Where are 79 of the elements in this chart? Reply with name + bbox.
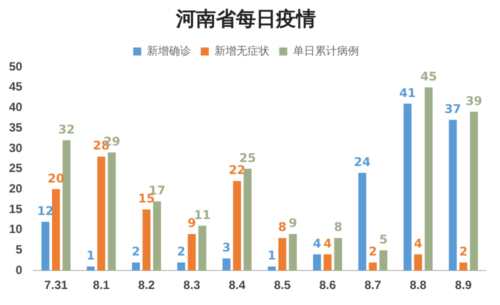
x-tick-label: 8.2 [138, 278, 156, 292]
y-tick-label: 10 [8, 222, 23, 236]
x-tick-label: 8.4 [228, 278, 246, 292]
y-tick-label: 40 [8, 100, 23, 114]
data-label: 4 [414, 236, 422, 250]
bar [177, 262, 186, 271]
bar [222, 258, 230, 271]
bar [233, 181, 241, 271]
data-label: 2 [459, 244, 468, 259]
data-label: 9 [188, 216, 196, 230]
bar [188, 234, 196, 271]
x-tick-label: 8.7 [364, 278, 382, 292]
data-label: 45 [420, 69, 438, 84]
y-tick-label: 30 [8, 140, 23, 155]
data-label: 1 [268, 248, 276, 263]
x-tick-label: 8.5 [274, 278, 291, 292]
data-label: 3 [222, 240, 231, 255]
bar [313, 254, 321, 271]
data-label: 22 [228, 163, 246, 178]
chart-title: 河南省每日疫情 [175, 8, 316, 31]
data-label: 11 [194, 208, 211, 222]
bar [379, 250, 388, 271]
data-label: 2 [368, 244, 378, 259]
data-label: 4 [323, 236, 332, 250]
bar [358, 172, 366, 271]
bar [153, 201, 162, 271]
y-tick-label: 20 [8, 181, 23, 196]
bar [62, 140, 71, 271]
legend-label: 单日累计病例 [292, 44, 359, 58]
y-tick-label: 35 [8, 120, 23, 134]
data-label: 24 [354, 154, 371, 169]
bar [97, 156, 106, 271]
y-tick-label: 45 [8, 80, 23, 94]
x-tick-label: 8.1 [92, 278, 110, 292]
bar [268, 266, 276, 271]
data-label: 8 [278, 220, 286, 234]
y-tick-label: 50 [8, 59, 23, 74]
data-label: 39 [466, 94, 482, 108]
bar [108, 152, 116, 271]
bar [278, 238, 286, 271]
data-label: 41 [399, 86, 416, 100]
bar [244, 168, 252, 271]
bar [334, 238, 342, 271]
x-tick-label: 7.31 [44, 278, 68, 292]
data-label: 1 [86, 248, 95, 263]
bar [86, 266, 95, 271]
x-tick-label: 8.3 [183, 278, 200, 292]
data-label: 9 [288, 216, 298, 230]
bar [324, 254, 332, 271]
data-label: 5 [379, 232, 388, 246]
bar [41, 222, 50, 271]
x-tick-label: 8.8 [410, 278, 427, 292]
bar [368, 262, 377, 271]
data-label: 2 [132, 244, 140, 259]
data-label: 37 [444, 102, 462, 116]
bar [404, 104, 412, 271]
bar [414, 254, 422, 271]
legend-label: 新增确诊 [146, 44, 191, 58]
data-label: 4 [312, 236, 322, 250]
y-tick-label: 0 [16, 262, 23, 277]
legend-label: 新增无症状 [214, 44, 270, 58]
bar [288, 234, 297, 271]
data-label: 8 [334, 220, 342, 234]
data-label: 32 [58, 122, 75, 136]
bar [142, 210, 150, 271]
bar [52, 189, 60, 271]
x-tick-label: 8.6 [319, 278, 336, 292]
bar [424, 87, 433, 271]
y-tick-label: 15 [8, 202, 23, 216]
y-tick-label: 25 [8, 161, 23, 176]
y-tick-label: 5 [16, 242, 23, 257]
data-label: 25 [239, 150, 256, 165]
bar [198, 226, 206, 271]
bar [448, 120, 457, 271]
bar [132, 262, 140, 271]
x-tick-label: 8.9 [455, 278, 472, 292]
bar [470, 112, 478, 271]
bar [459, 262, 468, 271]
data-label: 2 [177, 244, 186, 259]
